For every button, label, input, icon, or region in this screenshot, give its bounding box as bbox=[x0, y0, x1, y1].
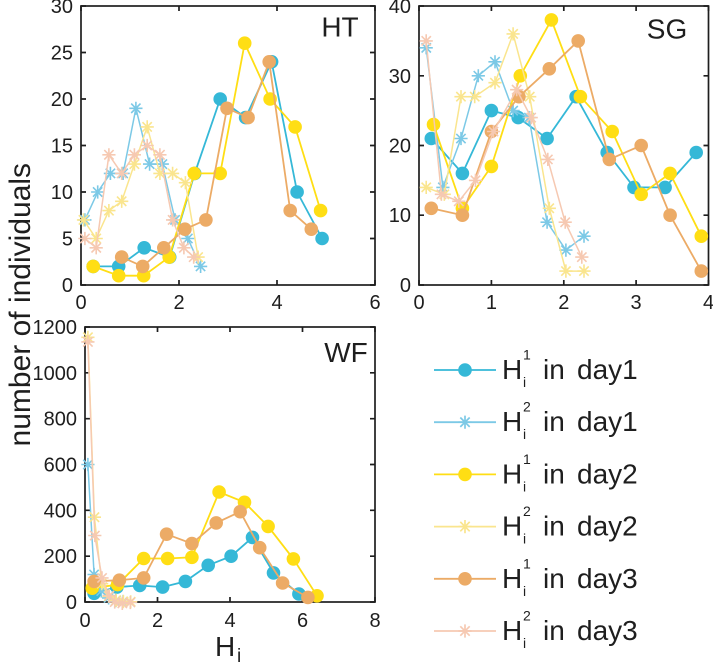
svg-text:1: 1 bbox=[486, 292, 497, 314]
svg-text:day1: day1 bbox=[577, 406, 638, 437]
svg-text:day3: day3 bbox=[577, 615, 638, 646]
svg-text:H: H bbox=[502, 406, 522, 437]
svg-text:200: 200 bbox=[44, 546, 77, 568]
svg-text:0: 0 bbox=[66, 592, 77, 614]
svg-text:H: H bbox=[502, 615, 522, 646]
svg-text:i: i bbox=[523, 635, 526, 651]
svg-text:1: 1 bbox=[523, 555, 531, 571]
svg-text:6: 6 bbox=[369, 292, 380, 314]
svg-text:i: i bbox=[523, 531, 526, 547]
svg-text:2: 2 bbox=[523, 503, 531, 519]
svg-text:i: i bbox=[237, 646, 241, 663]
svg-text:2: 2 bbox=[173, 292, 184, 314]
svg-text:8: 8 bbox=[369, 610, 380, 632]
svg-text:day2: day2 bbox=[577, 511, 638, 542]
svg-text:in: in bbox=[543, 458, 565, 489]
svg-text:i: i bbox=[523, 478, 526, 494]
svg-text:10: 10 bbox=[51, 182, 73, 204]
svg-text:4: 4 bbox=[224, 610, 235, 632]
svg-text:SG: SG bbox=[647, 14, 687, 45]
svg-text:H: H bbox=[502, 511, 522, 542]
svg-text:H: H bbox=[215, 631, 235, 662]
svg-text:in: in bbox=[543, 406, 565, 437]
svg-text:30: 30 bbox=[389, 66, 411, 88]
svg-text:H: H bbox=[502, 458, 522, 489]
svg-text:1000: 1000 bbox=[33, 363, 78, 385]
svg-text:0: 0 bbox=[75, 292, 86, 314]
svg-text:0: 0 bbox=[62, 275, 73, 297]
svg-text:1: 1 bbox=[523, 347, 531, 363]
svg-text:day3: day3 bbox=[577, 563, 638, 594]
svg-text:800: 800 bbox=[44, 409, 77, 431]
svg-text:0: 0 bbox=[79, 610, 90, 632]
svg-text:2: 2 bbox=[152, 610, 163, 632]
svg-text:15: 15 bbox=[51, 136, 73, 158]
svg-text:400: 400 bbox=[44, 500, 77, 522]
svg-text:1: 1 bbox=[523, 451, 531, 467]
svg-text:20: 20 bbox=[51, 89, 73, 111]
svg-text:in: in bbox=[543, 511, 565, 542]
svg-text:H: H bbox=[502, 354, 522, 385]
svg-text:4: 4 bbox=[271, 292, 282, 314]
svg-text:0: 0 bbox=[400, 275, 411, 297]
svg-text:in: in bbox=[543, 615, 565, 646]
svg-text:40: 40 bbox=[389, 0, 411, 18]
svg-text:3: 3 bbox=[631, 292, 642, 314]
svg-text:day1: day1 bbox=[577, 354, 638, 385]
svg-text:i: i bbox=[523, 374, 526, 390]
svg-text:10: 10 bbox=[389, 205, 411, 227]
svg-text:25: 25 bbox=[51, 43, 73, 65]
svg-text:number of individuals: number of individuals bbox=[4, 163, 37, 447]
svg-text:2: 2 bbox=[558, 292, 569, 314]
svg-text:WF: WF bbox=[324, 337, 368, 368]
svg-text:20: 20 bbox=[389, 136, 411, 158]
svg-text:1200: 1200 bbox=[33, 317, 78, 339]
svg-text:30: 30 bbox=[51, 0, 73, 18]
svg-text:day2: day2 bbox=[577, 458, 638, 489]
svg-text:in: in bbox=[543, 354, 565, 385]
svg-text:HT: HT bbox=[321, 12, 358, 43]
svg-text:600: 600 bbox=[44, 455, 77, 477]
svg-text:i: i bbox=[523, 426, 526, 442]
svg-text:H: H bbox=[502, 563, 522, 594]
svg-text:5: 5 bbox=[62, 229, 73, 251]
svg-text:2: 2 bbox=[523, 608, 531, 624]
svg-text:6: 6 bbox=[297, 610, 308, 632]
svg-text:0: 0 bbox=[413, 292, 424, 314]
svg-text:2: 2 bbox=[523, 399, 531, 415]
svg-text:in: in bbox=[543, 563, 565, 594]
svg-text:i: i bbox=[523, 583, 526, 599]
svg-text:4: 4 bbox=[703, 292, 713, 314]
